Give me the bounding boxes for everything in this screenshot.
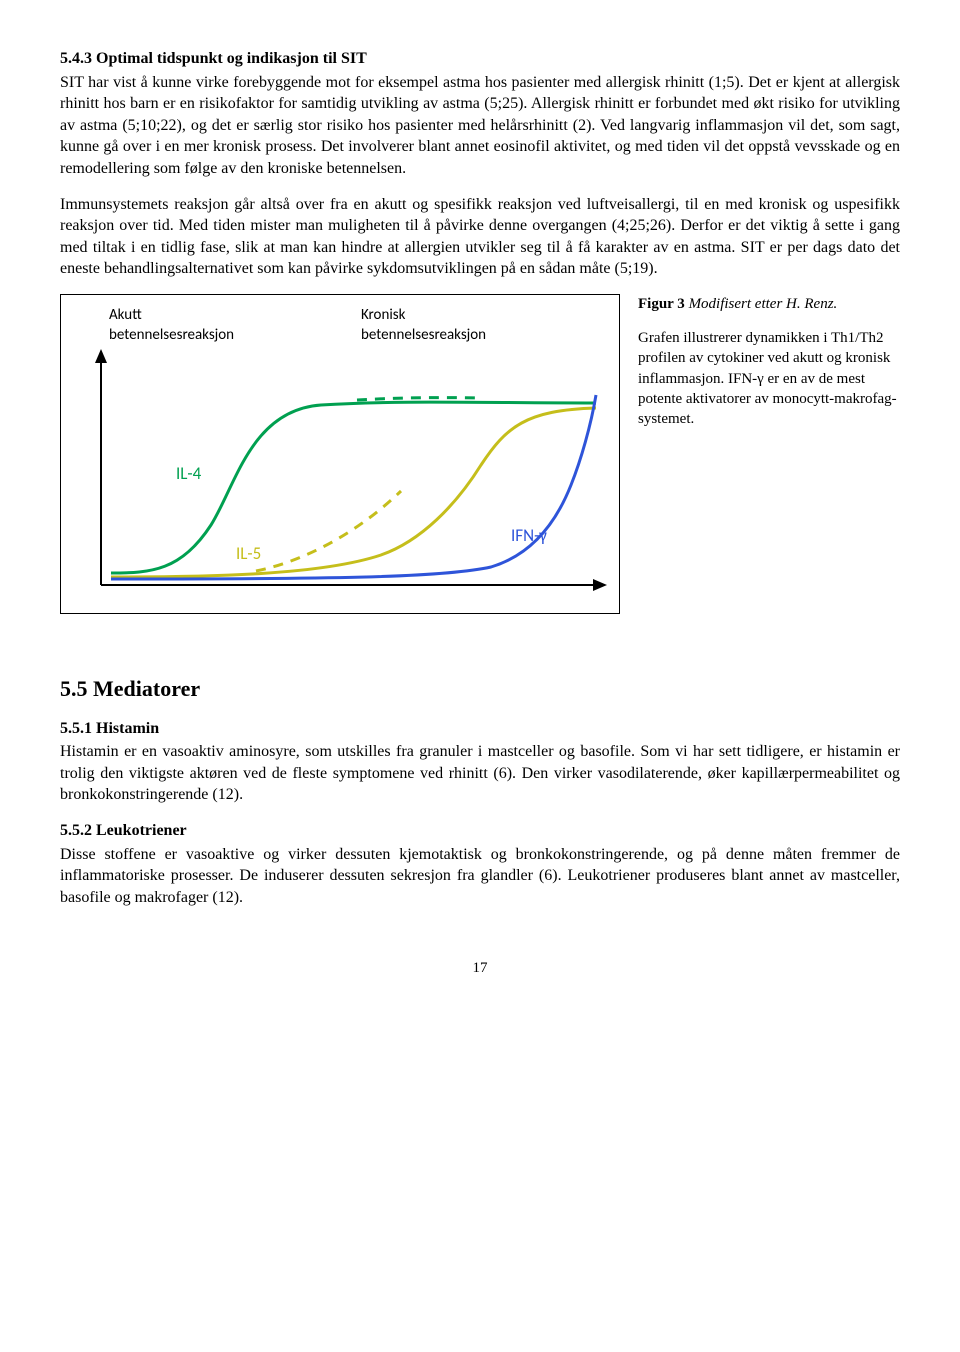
page-number: 17 bbox=[60, 958, 900, 978]
caption-bold: Figur 3 bbox=[638, 296, 689, 312]
chart-svg bbox=[61, 295, 619, 613]
y-axis-arrow bbox=[95, 349, 107, 363]
para-543-2: Immunsystemets reaksjon går altså over f… bbox=[60, 194, 900, 280]
figure-row: Akutt betennelsesreaksjon Kronisk betenn… bbox=[60, 294, 900, 614]
heading-55: 5.5 Mediatorer bbox=[60, 674, 900, 704]
curve-il5-dash bbox=[256, 491, 401, 571]
figure-3-chart: Akutt betennelsesreaksjon Kronisk betenn… bbox=[60, 294, 620, 614]
heading-543: 5.4.3 Optimal tidspunkt og indikasjon ti… bbox=[60, 48, 900, 70]
heading-551: 5.5.1 Histamin bbox=[60, 718, 900, 740]
para-552: Disse stoffene er vasoaktive og virker d… bbox=[60, 844, 900, 909]
caption-body: Grafen illustrerer dynamikken i Th1/Th2 … bbox=[638, 328, 900, 429]
curve-il4-dash bbox=[357, 398, 481, 400]
caption-italic: Modifisert etter H. Renz. bbox=[689, 296, 838, 312]
heading-552: 5.5.2 Leukotriener bbox=[60, 820, 900, 842]
para-543-1: SIT har vist å kunne virke forebyggende … bbox=[60, 72, 900, 180]
curve-label-il5: IL-5 bbox=[236, 543, 261, 566]
para-551: Histamin er en vasoaktiv aminosyre, som … bbox=[60, 741, 900, 806]
curve-label-ifn: IFN-γ bbox=[511, 525, 547, 548]
figure-3-caption: Figur 3 Modifisert etter H. Renz. Grafen… bbox=[638, 294, 900, 444]
caption-title: Figur 3 Modifisert etter H. Renz. bbox=[638, 294, 900, 314]
x-axis-arrow bbox=[593, 579, 607, 591]
curve-label-il4: IL-4 bbox=[176, 463, 201, 486]
